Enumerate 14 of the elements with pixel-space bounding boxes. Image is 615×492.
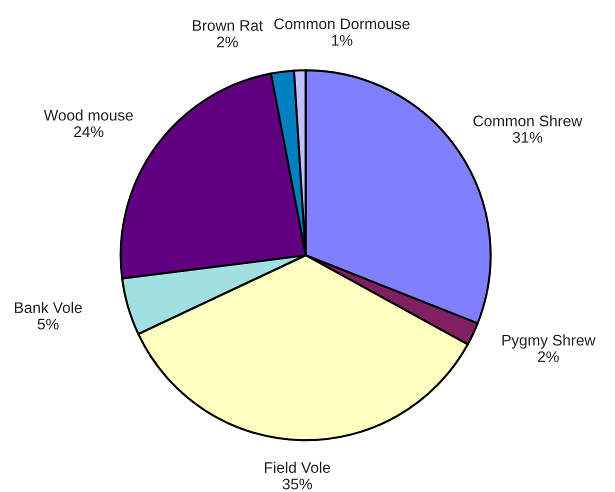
data-label: 35%: [282, 478, 312, 490]
slice-label: Common Dormouse: [274, 18, 410, 30]
slice-label: Bank Vole: [14, 302, 82, 314]
data-label: 24%: [74, 126, 104, 138]
slice-label: Field Vole: [264, 462, 330, 473]
data-label: 5%: [38, 318, 59, 330]
slice-label: Pygmy Shrew: [502, 334, 596, 349]
slice-label: Common Shrew: [473, 115, 582, 126]
slice-label: Wood mouse: [44, 109, 133, 121]
data-label: 2%: [538, 351, 559, 362]
data-label: 1%: [332, 34, 352, 46]
slice-label: Brown Rat: [192, 20, 263, 31]
data-label: 31%: [512, 132, 542, 143]
data-label: 2%: [217, 36, 238, 48]
